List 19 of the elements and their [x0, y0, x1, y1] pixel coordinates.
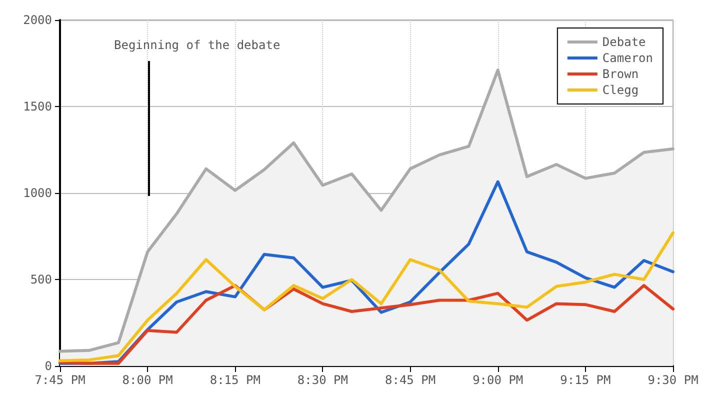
- y-tick-label: 1500: [23, 100, 52, 114]
- y-tick-label: 2000: [23, 13, 52, 27]
- line-series: [58, 231, 674, 362]
- legend-label: Debate: [602, 35, 646, 49]
- x-tick-label: 9:30 PM: [648, 373, 698, 387]
- annotation: Beginning of the debate: [114, 38, 280, 52]
- x-tick-label: 8:15 PM: [210, 373, 260, 387]
- legend-label: Clegg: [602, 83, 639, 97]
- x-tick-label: 8:45 PM: [384, 373, 436, 387]
- x-tick-label: 9:00 PM: [472, 373, 524, 387]
- y-tick-label: 1000: [23, 186, 52, 200]
- x-tick-label: 9:15 PM: [560, 373, 611, 387]
- legend-label: Brown: [602, 67, 639, 81]
- legend-label: Cameron: [602, 51, 654, 65]
- x-tick-label: 7:45 PM: [34, 373, 86, 387]
- y-tick-label: 500: [30, 272, 52, 286]
- y-tick-label: 0: [44, 359, 52, 373]
- x-tick-label: 8:30 PM: [297, 373, 348, 387]
- x-tick-label: 8:00 PM: [122, 373, 173, 387]
